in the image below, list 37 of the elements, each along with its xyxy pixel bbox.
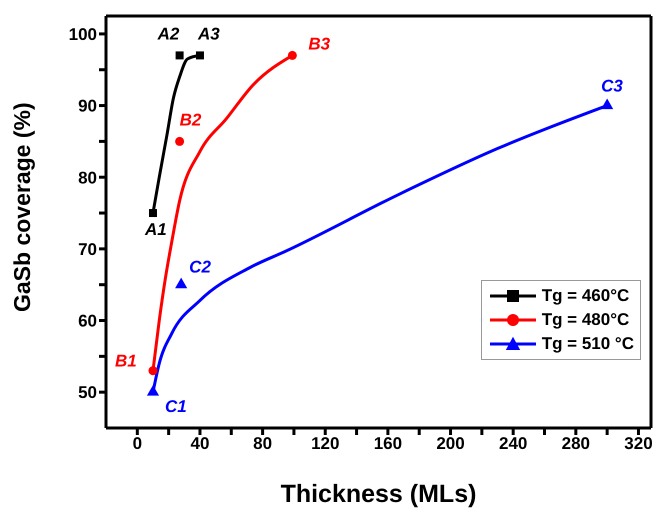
x-tick-label: 240 <box>498 434 528 454</box>
point <box>176 51 184 60</box>
point <box>601 98 614 110</box>
x-tick-label: 80 <box>253 434 272 454</box>
x-tick-label: 200 <box>436 434 465 454</box>
y-tick-label: 80 <box>78 168 97 188</box>
annotation: C2 <box>189 258 212 277</box>
y-tick-label: 60 <box>78 312 97 331</box>
y-tick-label: 100 <box>68 24 97 44</box>
legend-label: Tg = 460°C <box>542 286 630 306</box>
x-tick-label: 0 <box>132 434 142 454</box>
annotation: B2 <box>180 110 202 130</box>
legend-label: Tg = 510 °C <box>542 334 634 354</box>
point <box>175 136 184 146</box>
annotation: A1 <box>144 220 167 240</box>
point <box>196 51 204 60</box>
annotation: B3 <box>308 34 331 54</box>
x-axis-title: Thickness (MLs) <box>280 480 476 508</box>
annotation: B1 <box>114 352 137 371</box>
x-tick-label: 280 <box>562 434 590 454</box>
y-tick-label: 70 <box>78 240 97 259</box>
annotation: A3 <box>196 24 220 44</box>
annotation: A2 <box>156 24 180 44</box>
point <box>175 278 188 288</box>
x-tick-label: 160 <box>374 434 402 454</box>
point <box>146 385 160 396</box>
legend-label: Tg = 480°C <box>542 310 630 330</box>
x-tick-label: 320 <box>624 434 653 454</box>
x-tick-label: 120 <box>311 434 340 454</box>
y-tick-label: 90 <box>78 96 97 116</box>
annotation: C3 <box>601 76 624 96</box>
x-tick-label: 40 <box>190 434 210 454</box>
annotation: C1 <box>164 397 187 416</box>
point <box>148 209 157 218</box>
y-tick-label: 50 <box>78 383 97 402</box>
y-axis-title: GaSb coverage (%) <box>9 102 36 312</box>
point <box>288 50 297 60</box>
